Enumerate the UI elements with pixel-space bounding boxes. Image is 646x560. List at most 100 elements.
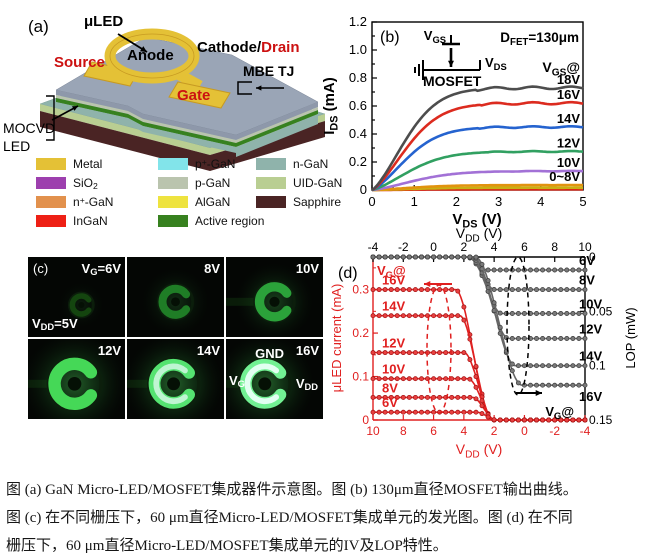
tile-label-bottom-left: VDD=5V (32, 315, 78, 332)
gray-series-label-16V: 16V (579, 389, 602, 404)
series-label-18V: 18V (557, 72, 580, 87)
bottom-axis-title: VDD (V) (456, 441, 503, 460)
caption-line-2: 图 (c) 在不同栅压下，60 μm直径Micro-LED/MOSFET集成单元… (6, 510, 573, 526)
gray-series-label-14V: 14V (579, 349, 602, 364)
legend-item-n-gan: n+-GaN (36, 195, 113, 209)
legend-label: Sapphire (293, 195, 342, 209)
left-tick-label: 0.3 (352, 283, 369, 297)
x-tick-label: 3 (495, 194, 502, 209)
tile-label-top-right: 8V (204, 261, 220, 276)
series-label-10V: 10V (557, 155, 580, 170)
red-series-label-10V: 10V (382, 362, 405, 377)
led-ring (254, 282, 292, 322)
gate-pad (168, 81, 231, 109)
inset-vds-label: VDS (485, 55, 507, 72)
legend-item-sapphire: Sapphire (256, 195, 341, 209)
red-legend-title: VG@ (377, 263, 406, 280)
series-label-0~8V: 0~8V (549, 169, 580, 184)
x-tick-label: 2 (453, 194, 460, 209)
top-axis-title: VDD (V) (456, 226, 503, 244)
gray-series-label-8V: 8V (579, 273, 595, 288)
gray-series-label-6V: 6V (579, 253, 595, 268)
legend-label: p-GaN (195, 176, 231, 190)
right-tick-label: 0.15 (589, 413, 613, 427)
legend-item-p-gan: p-GaN (158, 176, 230, 190)
mocvd-label-2: LED (3, 138, 30, 154)
panel-a-device-schematic: (a) μLED Anode Cathode/Drain Source Gate MBE T… (0, 0, 342, 242)
panel-b-mosfet-output-chart: 0 1 2 3 4 5 0 0.2 0.4 0.6 0.8 1.0 1.2 VDS (V) IDS (mA)… (320, 0, 646, 240)
right-tick-label: 0 (589, 250, 596, 264)
led-emission-image (226, 339, 315, 419)
tile-label-top-right: 10V (295, 261, 319, 276)
top-tick-label: -2 (398, 240, 409, 254)
left-tick-label: 0.1 (352, 370, 369, 384)
legend-swatch (256, 196, 286, 208)
top-tick-label: 2 (461, 240, 468, 254)
legend-item-algan: AlGaN (158, 195, 230, 209)
caption-line-3: 栅压下，60 μm直径Micro-LED/MOSFET集成单元的IV及LOP特性… (6, 538, 448, 554)
tile-label-right-middle: VDD (295, 376, 318, 393)
top-tick-label: -4 (368, 240, 379, 254)
legend-swatch (36, 196, 66, 208)
device-size-annotation: DFET=130μm (500, 30, 579, 48)
legend-label: p+-GaN (195, 157, 236, 172)
legend-label: InGaN (73, 214, 108, 228)
led-current-curves (370, 287, 588, 423)
series-label-16V: 16V (557, 87, 580, 102)
tile-label-top-right: 12V (97, 343, 121, 358)
inset-mosfet-label: MOSFET (423, 73, 482, 89)
mocvd-bracket (46, 95, 79, 141)
tile-label-top-right: 16V (295, 343, 319, 358)
y-tick-label: 0.2 (349, 154, 367, 169)
y-tick-label: 0.6 (349, 98, 367, 113)
output-curves (371, 85, 584, 192)
top-tick-label: 8 (551, 240, 558, 254)
gate-label: Gate (177, 87, 210, 104)
led-emission-image (226, 262, 314, 337)
legend-item-ingan: InGaN (36, 214, 108, 228)
x-axis-title: VDS (V) (452, 211, 501, 231)
led-emission-image (57, 281, 105, 329)
panel-c-led-photos: (c) VG=6V VDD=5V 8V 10V 12V 14V 16V GND VG VDD (28, 257, 325, 421)
gray-series-label-10V: 10V (579, 297, 602, 312)
led-photo-14v: 14V (127, 339, 224, 419)
legend-label: Active region (195, 214, 265, 228)
bottom-tick-label: 2 (491, 424, 498, 438)
legend-label: n-GaN (293, 157, 329, 171)
mbe-tj-label: MBE TJ (243, 63, 294, 79)
right-tick-label: 0.05 (589, 304, 613, 318)
legend-label: Metal (73, 157, 103, 171)
legend-swatch (36, 215, 66, 227)
series-line-12V (371, 149, 584, 192)
legend-label: UID-GaN (293, 176, 343, 190)
legend-label: SiO2 (73, 175, 98, 191)
inset-vgs-label: VGS (424, 28, 446, 45)
led-photo-8v: 8V (127, 257, 224, 337)
bottom-tick-label: -2 (549, 424, 560, 438)
bottom-tick-label: 0 (521, 424, 528, 438)
cathode-drain-label: Cathode/Drain (197, 39, 300, 56)
iv-lop-chart: -4 -2 0 2 4 6 8 10 VDD (V) 10 8 6 4 2 0 -2 -4 VDD (V) 0 0.1… (329, 225, 638, 460)
led-photo-12v: 12V (28, 339, 125, 419)
led-photo-6v: (c) VG=6V VDD=5V (28, 257, 125, 337)
panel-d-tag: (d) (338, 265, 358, 282)
series-line-16V (371, 100, 584, 192)
legend-swatch (36, 158, 66, 170)
panel-a-tag: (a) (28, 17, 49, 36)
legend-swatch (36, 177, 66, 189)
y-tick-label: 1.2 (349, 14, 367, 29)
top-tick-label: 0 (430, 240, 437, 254)
led-ring (69, 293, 92, 317)
top-tick-label: 4 (491, 240, 498, 254)
x-tick-label: 1 (411, 194, 418, 209)
series-label-12V: 12V (557, 136, 580, 151)
bottom-tick-label: 6 (430, 424, 437, 438)
legend-swatch (158, 196, 188, 208)
red-series-label-8V: 8V (382, 380, 398, 395)
x-tick-label: 0 (368, 194, 375, 209)
right-axis-title: LOP (mW) (623, 307, 638, 368)
legend-item-uid-gan: UID-GaN (256, 176, 342, 190)
legend-item-active-region: Active region (158, 214, 264, 228)
left-tick-label: 0 (362, 413, 369, 427)
